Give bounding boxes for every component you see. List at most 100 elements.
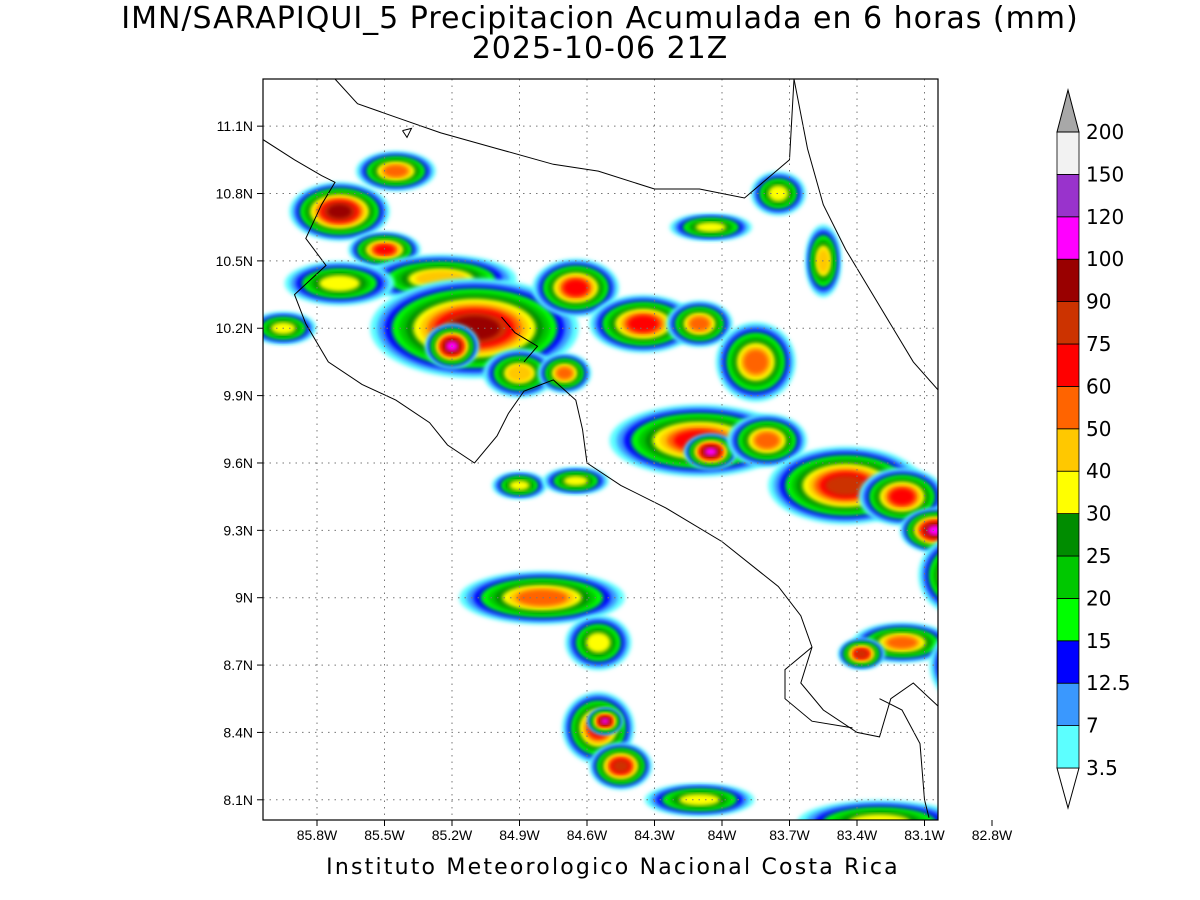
colorbar-level-label: 120 [1086,205,1124,229]
y-tick-label: 9N [235,590,253,606]
coastline [501,316,539,363]
colorbar: 3.5 7 12.5 15 20 25 30 40 50 60 75 90 100 120 150 200 [1056,88,1131,810]
x-axis: 85.8W 85.5W 85.2W 84.9W 84.6W 84.3W 84W 83.7W 83… [297,820,1013,843]
map-title: IMN/SARAPIQUI_5 Precipitacion Acumulada … [121,1,1079,36]
y-tick-label: 10.5N [216,253,253,269]
precip-contour [927,525,938,536]
precip-contour [855,649,868,658]
colorbar-level-label: 20 [1086,586,1111,610]
coastline [879,698,930,818]
precip-contour [628,315,659,332]
y-tick-label: 8.4N [223,724,253,740]
coastline [334,79,795,199]
colorbar-swatch [1056,555,1080,599]
coastline [793,79,938,391]
precip-contour [954,649,985,680]
x-tick-label: 84W [708,827,738,843]
colorbar-level-label: 40 [1086,459,1111,483]
precip-contour [689,316,710,331]
colorbar-level-label: 50 [1086,417,1111,441]
y-tick-label: 9.9N [223,388,253,404]
colorbar-swatch [1056,513,1080,557]
precip-contour [957,653,982,677]
x-tick-label: 84.6W [567,827,608,843]
coastline [784,646,853,729]
coastline [958,468,981,800]
colorbar-swatch [1056,131,1080,175]
colorbar-swatch [1056,258,1080,303]
colorbar-level-label: 150 [1086,162,1124,186]
precip-contour [889,488,915,505]
precip-contour [374,244,395,255]
precip-contour [327,204,352,219]
y-tick-label: 9.3N [223,522,253,538]
precip-contour [600,718,610,725]
x-tick-label: 85.5W [364,827,405,843]
precip-contour [319,275,360,292]
precip-contour [950,646,988,684]
precip-contour [940,636,999,695]
precip-contour [695,222,727,233]
colorbar-swatch [1056,173,1080,218]
precip-contour [704,447,717,456]
precip-contour [507,365,532,382]
coastline [263,139,938,738]
x-tick-label: 83.4W [837,827,878,843]
colorbar-swatch [1056,470,1080,515]
precip-contour [929,640,938,690]
precip-contour [556,367,573,380]
precip-contour [612,760,629,773]
colorbar-swatch [1056,216,1080,260]
precipitation-field [263,151,999,820]
colorbar-level-label: 75 [1086,332,1111,356]
precip-contour [509,480,530,491]
colorbar-level-label: 60 [1086,374,1111,398]
x-tick-label: 85.8W [297,827,338,843]
precip-contour [933,647,938,684]
grid-lines [263,79,938,820]
colorbar-level-label: 25 [1086,544,1111,568]
colorbar-level-label: 15 [1086,629,1111,653]
precip-contour [946,563,971,587]
y-tick-label: 10.8N [216,186,253,202]
colorbar-lower-arrow [1056,767,1080,810]
precip-contour [743,349,769,375]
colorbar-level-label: 3.5 [1086,756,1118,780]
precip-contour [944,639,996,691]
coastline [402,127,413,139]
colorbar-level-label: 100 [1086,247,1124,271]
precip-contour [754,432,780,449]
colorbar-level-label: 30 [1086,502,1111,526]
precip-contour [886,636,918,649]
y-tick-label: 8.7N [223,657,253,673]
precip-contour [563,475,589,486]
y-axis: 11.1N 10.8N 10.5N 10.2N 9.9N 9.6N 9.3N 9N 8.7N 8.… [216,118,263,808]
coastline-layer [263,79,981,818]
map-valid-time: 2025-10-06 21Z [471,31,729,66]
x-tick-label: 84.3W [634,827,675,843]
precip-contour [825,475,867,496]
colorbar-swatch [1056,301,1080,345]
precip-contour [943,560,974,591]
x-tick-label: 83.1W [904,827,945,843]
x-tick-label: 85.2W [432,827,473,843]
x-tick-label: 82.8W [972,827,1013,843]
precip-contour [516,589,568,606]
footer-credit: Instituto Meteorologico Nacional Costa R… [326,855,900,880]
y-tick-label: 11.1N [217,118,253,134]
precip-contour [849,814,910,820]
colorbar-level-label: 12.5 [1086,671,1131,695]
precip-contour [768,185,789,202]
colorbar-swatch [1056,725,1080,769]
x-tick-label: 83.7W [769,827,810,843]
colorbar-swatch [1056,385,1080,430]
precip-contour [586,632,611,653]
precip-contour [947,643,992,688]
colorbar-swatch [1056,640,1080,684]
precip-contour [383,165,409,178]
colorbar-level-label: 200 [1086,120,1124,144]
precip-contour [939,556,977,594]
precip-contour [932,558,938,592]
precip-contour [935,565,938,586]
